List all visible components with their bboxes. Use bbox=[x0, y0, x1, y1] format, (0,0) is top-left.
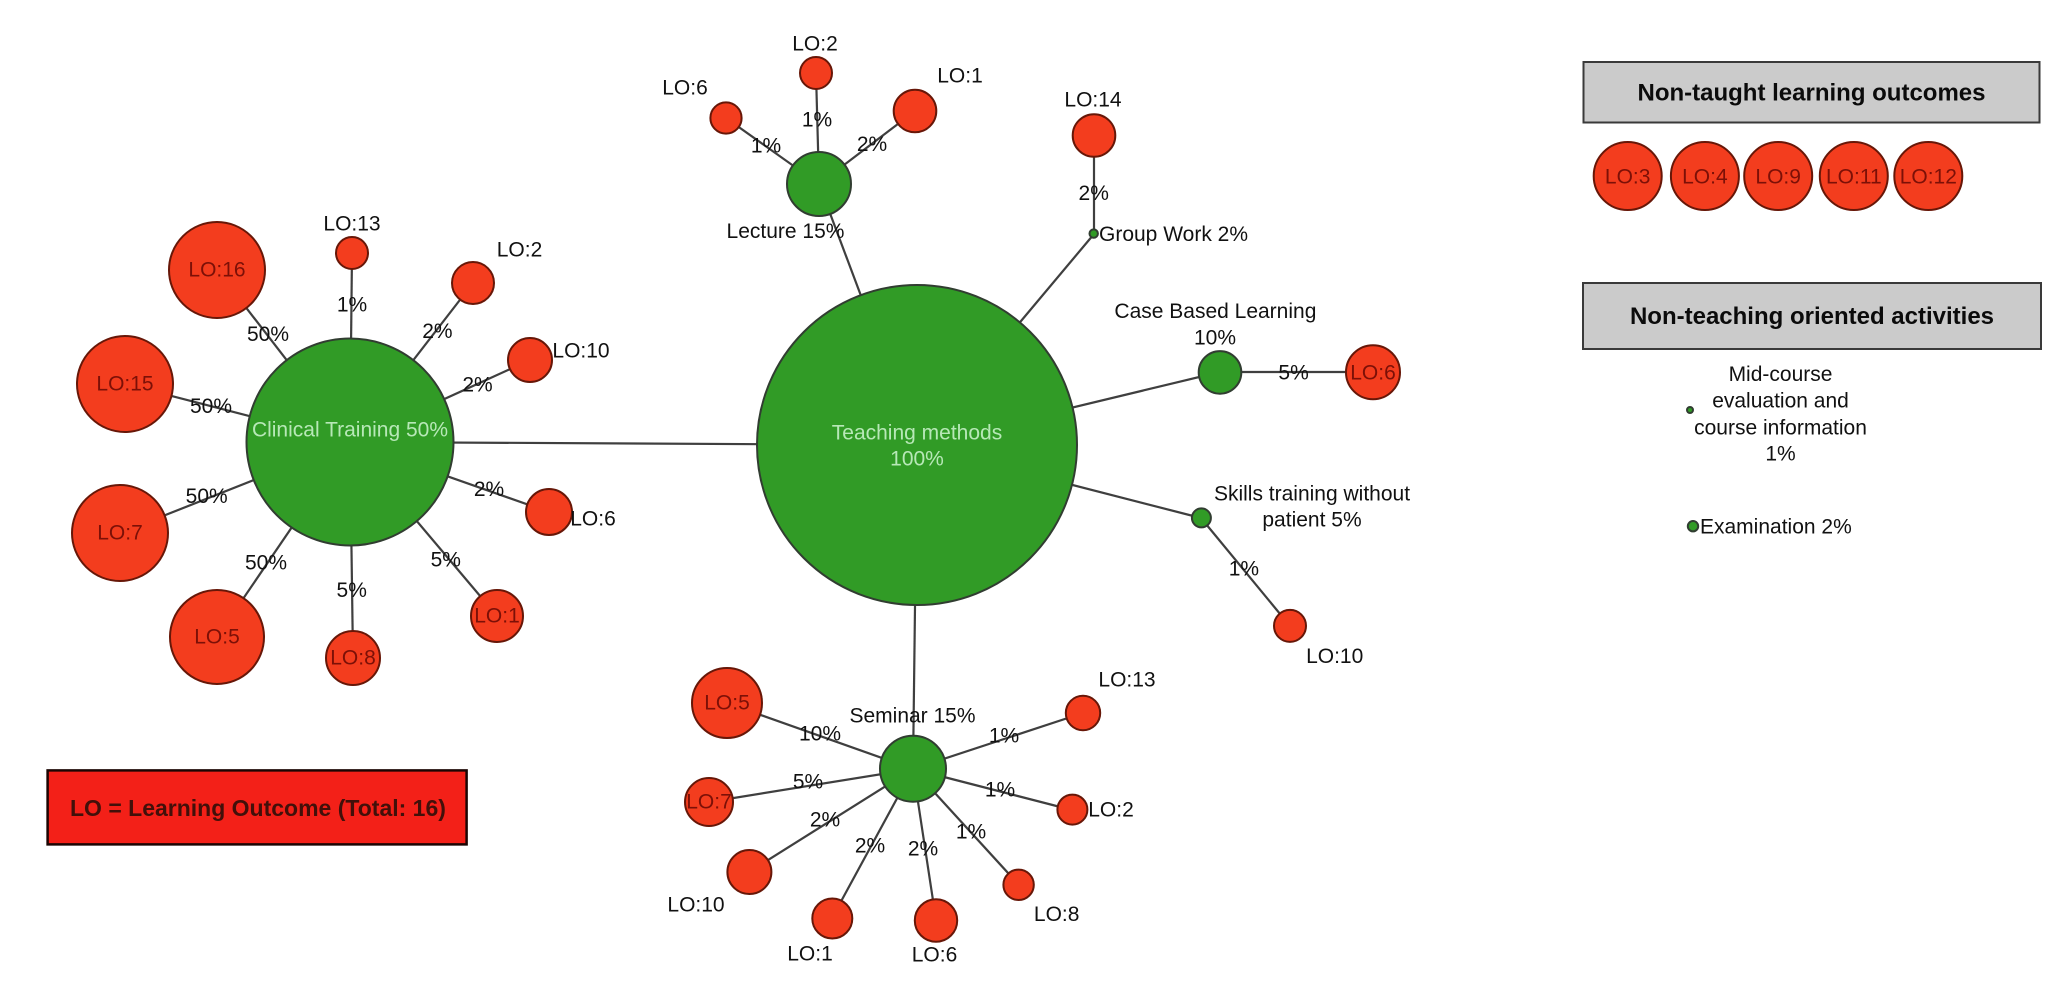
svg-text:Examination 2%: Examination 2% bbox=[1700, 516, 1852, 539]
svg-text:100%: 100% bbox=[890, 448, 944, 471]
svg-text:10%: 10% bbox=[1194, 327, 1236, 350]
svg-text:LO:8: LO:8 bbox=[330, 647, 376, 670]
svg-text:LO:9: LO:9 bbox=[1755, 166, 1801, 189]
svg-text:Lecture 15%: Lecture 15% bbox=[727, 220, 845, 243]
svg-text:Mid-course: Mid-course bbox=[1729, 363, 1833, 386]
svg-text:1%: 1% bbox=[751, 135, 781, 158]
svg-text:LO:5: LO:5 bbox=[704, 692, 750, 715]
svg-text:2%: 2% bbox=[474, 478, 504, 501]
svg-text:2%: 2% bbox=[810, 809, 840, 832]
svg-text:LO:1: LO:1 bbox=[787, 943, 833, 966]
svg-text:1%: 1% bbox=[337, 294, 367, 317]
svg-text:1%: 1% bbox=[802, 109, 832, 132]
svg-text:Group Work 2%: Group Work 2% bbox=[1099, 223, 1248, 246]
svg-text:LO:7: LO:7 bbox=[686, 791, 732, 814]
svg-text:50%: 50% bbox=[190, 395, 232, 418]
svg-text:Non-teaching oriented activiti: Non-teaching oriented activities bbox=[1630, 303, 1994, 330]
svg-text:LO:15: LO:15 bbox=[96, 373, 153, 396]
svg-text:LO:5: LO:5 bbox=[194, 626, 240, 649]
svg-text:10%: 10% bbox=[799, 723, 841, 746]
svg-text:LO:10: LO:10 bbox=[1306, 645, 1363, 668]
svg-text:patient 5%: patient 5% bbox=[1262, 509, 1361, 532]
svg-text:5%: 5% bbox=[337, 579, 367, 602]
svg-text:course information: course information bbox=[1694, 416, 1867, 439]
svg-text:LO:7: LO:7 bbox=[97, 522, 143, 545]
svg-text:LO:12: LO:12 bbox=[1900, 166, 1957, 189]
svg-text:LO:13: LO:13 bbox=[1098, 669, 1155, 692]
svg-text:50%: 50% bbox=[247, 323, 289, 346]
svg-text:5%: 5% bbox=[1278, 361, 1308, 384]
svg-text:1%: 1% bbox=[1765, 443, 1795, 466]
svg-text:LO:8: LO:8 bbox=[1034, 903, 1080, 926]
svg-text:Non-taught learning outcomes: Non-taught learning outcomes bbox=[1638, 80, 1986, 107]
svg-text:LO:1: LO:1 bbox=[474, 605, 520, 628]
svg-text:50%: 50% bbox=[186, 485, 228, 508]
svg-text:LO:10: LO:10 bbox=[667, 894, 724, 917]
svg-text:LO:6: LO:6 bbox=[570, 508, 616, 531]
svg-text:LO:1: LO:1 bbox=[937, 65, 983, 88]
svg-text:5%: 5% bbox=[431, 548, 461, 571]
svg-text:LO:3: LO:3 bbox=[1605, 166, 1651, 189]
svg-text:Clinical Training 50%: Clinical Training 50% bbox=[252, 419, 448, 442]
svg-text:LO:14: LO:14 bbox=[1064, 89, 1122, 112]
svg-text:LO:4: LO:4 bbox=[1682, 166, 1728, 189]
svg-text:1%: 1% bbox=[985, 779, 1015, 802]
svg-text:LO:6: LO:6 bbox=[662, 77, 708, 100]
svg-text:2%: 2% bbox=[857, 133, 887, 156]
svg-text:50%: 50% bbox=[245, 551, 287, 574]
svg-text:1%: 1% bbox=[1229, 557, 1259, 580]
svg-text:Seminar 15%: Seminar 15% bbox=[849, 705, 975, 728]
svg-text:2%: 2% bbox=[462, 374, 492, 397]
svg-text:LO:2: LO:2 bbox=[792, 33, 838, 56]
svg-text:LO:11: LO:11 bbox=[1826, 166, 1882, 189]
svg-text:LO:2: LO:2 bbox=[1088, 799, 1134, 822]
svg-text:1%: 1% bbox=[989, 725, 1019, 748]
svg-text:LO:10: LO:10 bbox=[552, 340, 609, 363]
svg-text:LO:6: LO:6 bbox=[1350, 362, 1396, 385]
svg-text:evaluation and: evaluation and bbox=[1712, 390, 1849, 413]
svg-text:Skills training without: Skills training without bbox=[1214, 483, 1410, 506]
svg-text:LO:6: LO:6 bbox=[912, 944, 958, 967]
svg-text:1%: 1% bbox=[956, 821, 986, 844]
svg-text:2%: 2% bbox=[855, 835, 885, 858]
svg-text:2%: 2% bbox=[908, 838, 938, 861]
svg-text:LO:16: LO:16 bbox=[188, 259, 245, 282]
svg-text:LO:13: LO:13 bbox=[323, 213, 380, 236]
svg-text:LO:2: LO:2 bbox=[497, 239, 543, 262]
svg-text:Teaching methods: Teaching methods bbox=[832, 422, 1002, 445]
svg-text:2%: 2% bbox=[422, 320, 452, 343]
svg-text:Case Based Learning: Case Based Learning bbox=[1114, 300, 1316, 323]
svg-text:2%: 2% bbox=[1079, 182, 1109, 205]
svg-text:5%: 5% bbox=[793, 771, 823, 794]
svg-text:LO = Learning Outcome (Total:: LO = Learning Outcome (Total: 16) bbox=[70, 795, 446, 821]
